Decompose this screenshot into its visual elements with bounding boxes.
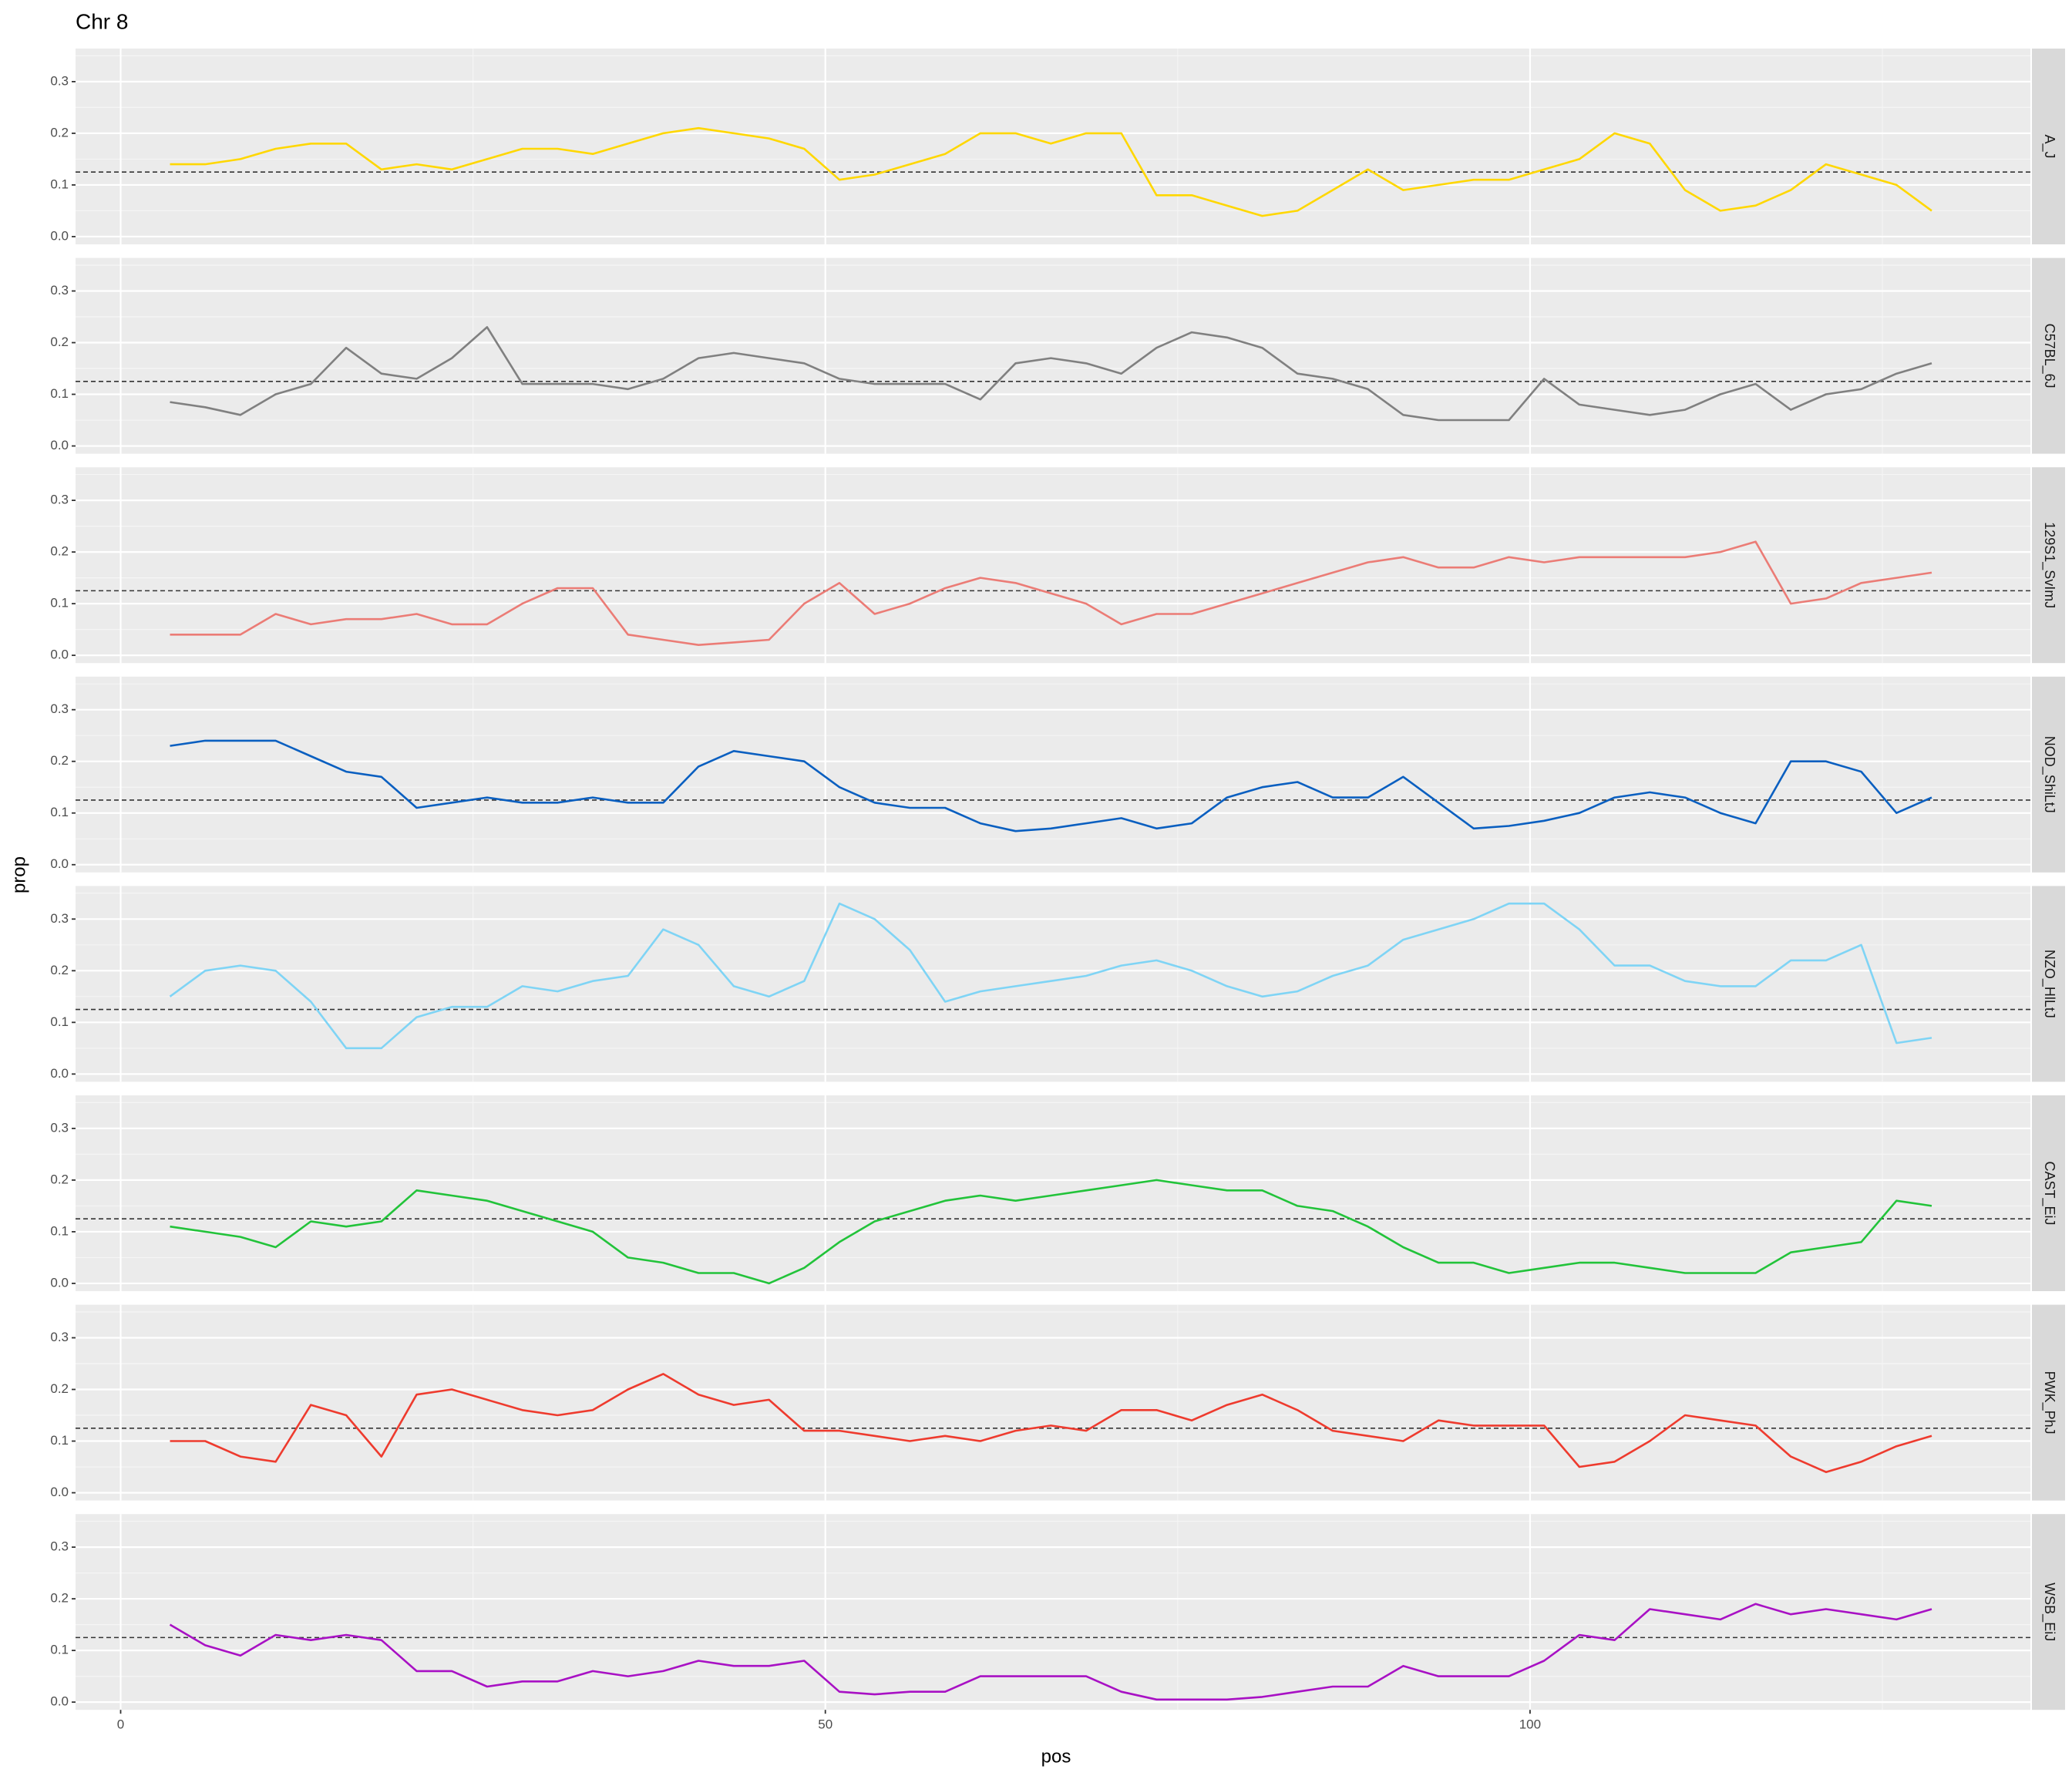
y-tick-label: 0.2 — [50, 1172, 69, 1186]
y-tick-label: 0.3 — [50, 283, 69, 298]
y-tick-label: 0.3 — [50, 911, 69, 926]
data-line — [169, 1603, 1932, 1701]
strip-label: PWK_PhJ — [2041, 1371, 2057, 1435]
panel-background — [76, 257, 2030, 454]
x-tick-label: 50 — [818, 1717, 832, 1732]
strip-label: NOD_ShiLtJ — [2041, 736, 2057, 813]
panel-background — [76, 886, 2030, 1082]
data-line — [170, 1373, 1932, 1473]
y-tick-label: 0.1 — [50, 1643, 69, 1657]
y-tick-label: 0.1 — [50, 805, 69, 819]
strip-label: 129S1_SvImJ — [2041, 522, 2057, 608]
y-tick-label: 0.1 — [50, 1433, 69, 1448]
panel-background — [76, 1095, 2030, 1291]
y-axis-title: prop — [8, 856, 29, 893]
y-tick-label: 0.1 — [50, 596, 69, 610]
y-tick-label: 0.3 — [50, 701, 69, 716]
strip-background — [2032, 257, 2065, 454]
y-tick-label: 0.2 — [50, 1591, 69, 1606]
panel-background — [76, 1304, 2030, 1501]
data-line — [170, 540, 1932, 646]
data-line — [170, 126, 1932, 217]
y-tick-label: 0.3 — [50, 73, 69, 88]
strip-label: A_J — [2041, 134, 2057, 158]
x-tick-label: 0 — [117, 1717, 124, 1732]
y-tick-label: 0.0 — [50, 648, 69, 662]
strip-background — [2032, 1095, 2065, 1291]
chart-title: Chr 8 — [76, 9, 128, 33]
y-tick-label: 0.0 — [50, 438, 69, 452]
y-tick-label: 0.3 — [50, 493, 69, 507]
strip-label: C57BL_6J — [2041, 324, 2057, 388]
y-tick-label: 0.2 — [50, 963, 69, 977]
y-tick-label: 0.3 — [50, 1330, 69, 1344]
strip-background — [2032, 1514, 2065, 1710]
y-tick-label: 0.3 — [50, 1539, 69, 1554]
y-tick-label: 0.2 — [50, 125, 69, 140]
x-tick-label: 100 — [1519, 1717, 1541, 1732]
strip-background — [2032, 49, 2065, 244]
y-tick-label: 0.2 — [50, 335, 69, 349]
y-tick-label: 0.2 — [50, 1381, 69, 1396]
y-tick-label: 0.1 — [50, 386, 69, 401]
y-tick-label: 0.2 — [50, 544, 69, 559]
data-line — [170, 739, 1932, 832]
strip-background — [2032, 467, 2065, 664]
strip-background — [2032, 676, 2065, 873]
y-tick-label: 0.1 — [50, 1223, 69, 1238]
y-tick-label: 0.1 — [50, 177, 69, 191]
data-line — [170, 326, 1932, 422]
x-axis-title: pos — [1041, 1746, 1071, 1767]
strip-background — [2032, 886, 2065, 1082]
y-tick-label: 0.0 — [50, 228, 69, 243]
y-tick-label: 0.0 — [50, 1694, 69, 1709]
panel-background — [76, 49, 2030, 244]
strip-background — [2032, 1304, 2065, 1501]
panel-background — [76, 467, 2030, 664]
y-tick-label: 0.0 — [50, 1275, 69, 1290]
strip-label: WSB_EiJ — [2041, 1583, 2057, 1641]
data-line — [169, 902, 1932, 1050]
y-tick-label: 0.3 — [50, 1120, 69, 1135]
y-tick-label: 0.2 — [50, 753, 69, 768]
y-tick-label: 0.0 — [50, 856, 69, 871]
y-tick-label: 0.0 — [50, 1066, 69, 1081]
data-line — [170, 1179, 1932, 1285]
strip-label: NZO_HlLtJ — [2041, 950, 2057, 1018]
strip-label: CAST_EiJ — [2041, 1161, 2057, 1225]
y-tick-label: 0.1 — [50, 1014, 69, 1029]
y-tick-label: 0.0 — [50, 1485, 69, 1499]
